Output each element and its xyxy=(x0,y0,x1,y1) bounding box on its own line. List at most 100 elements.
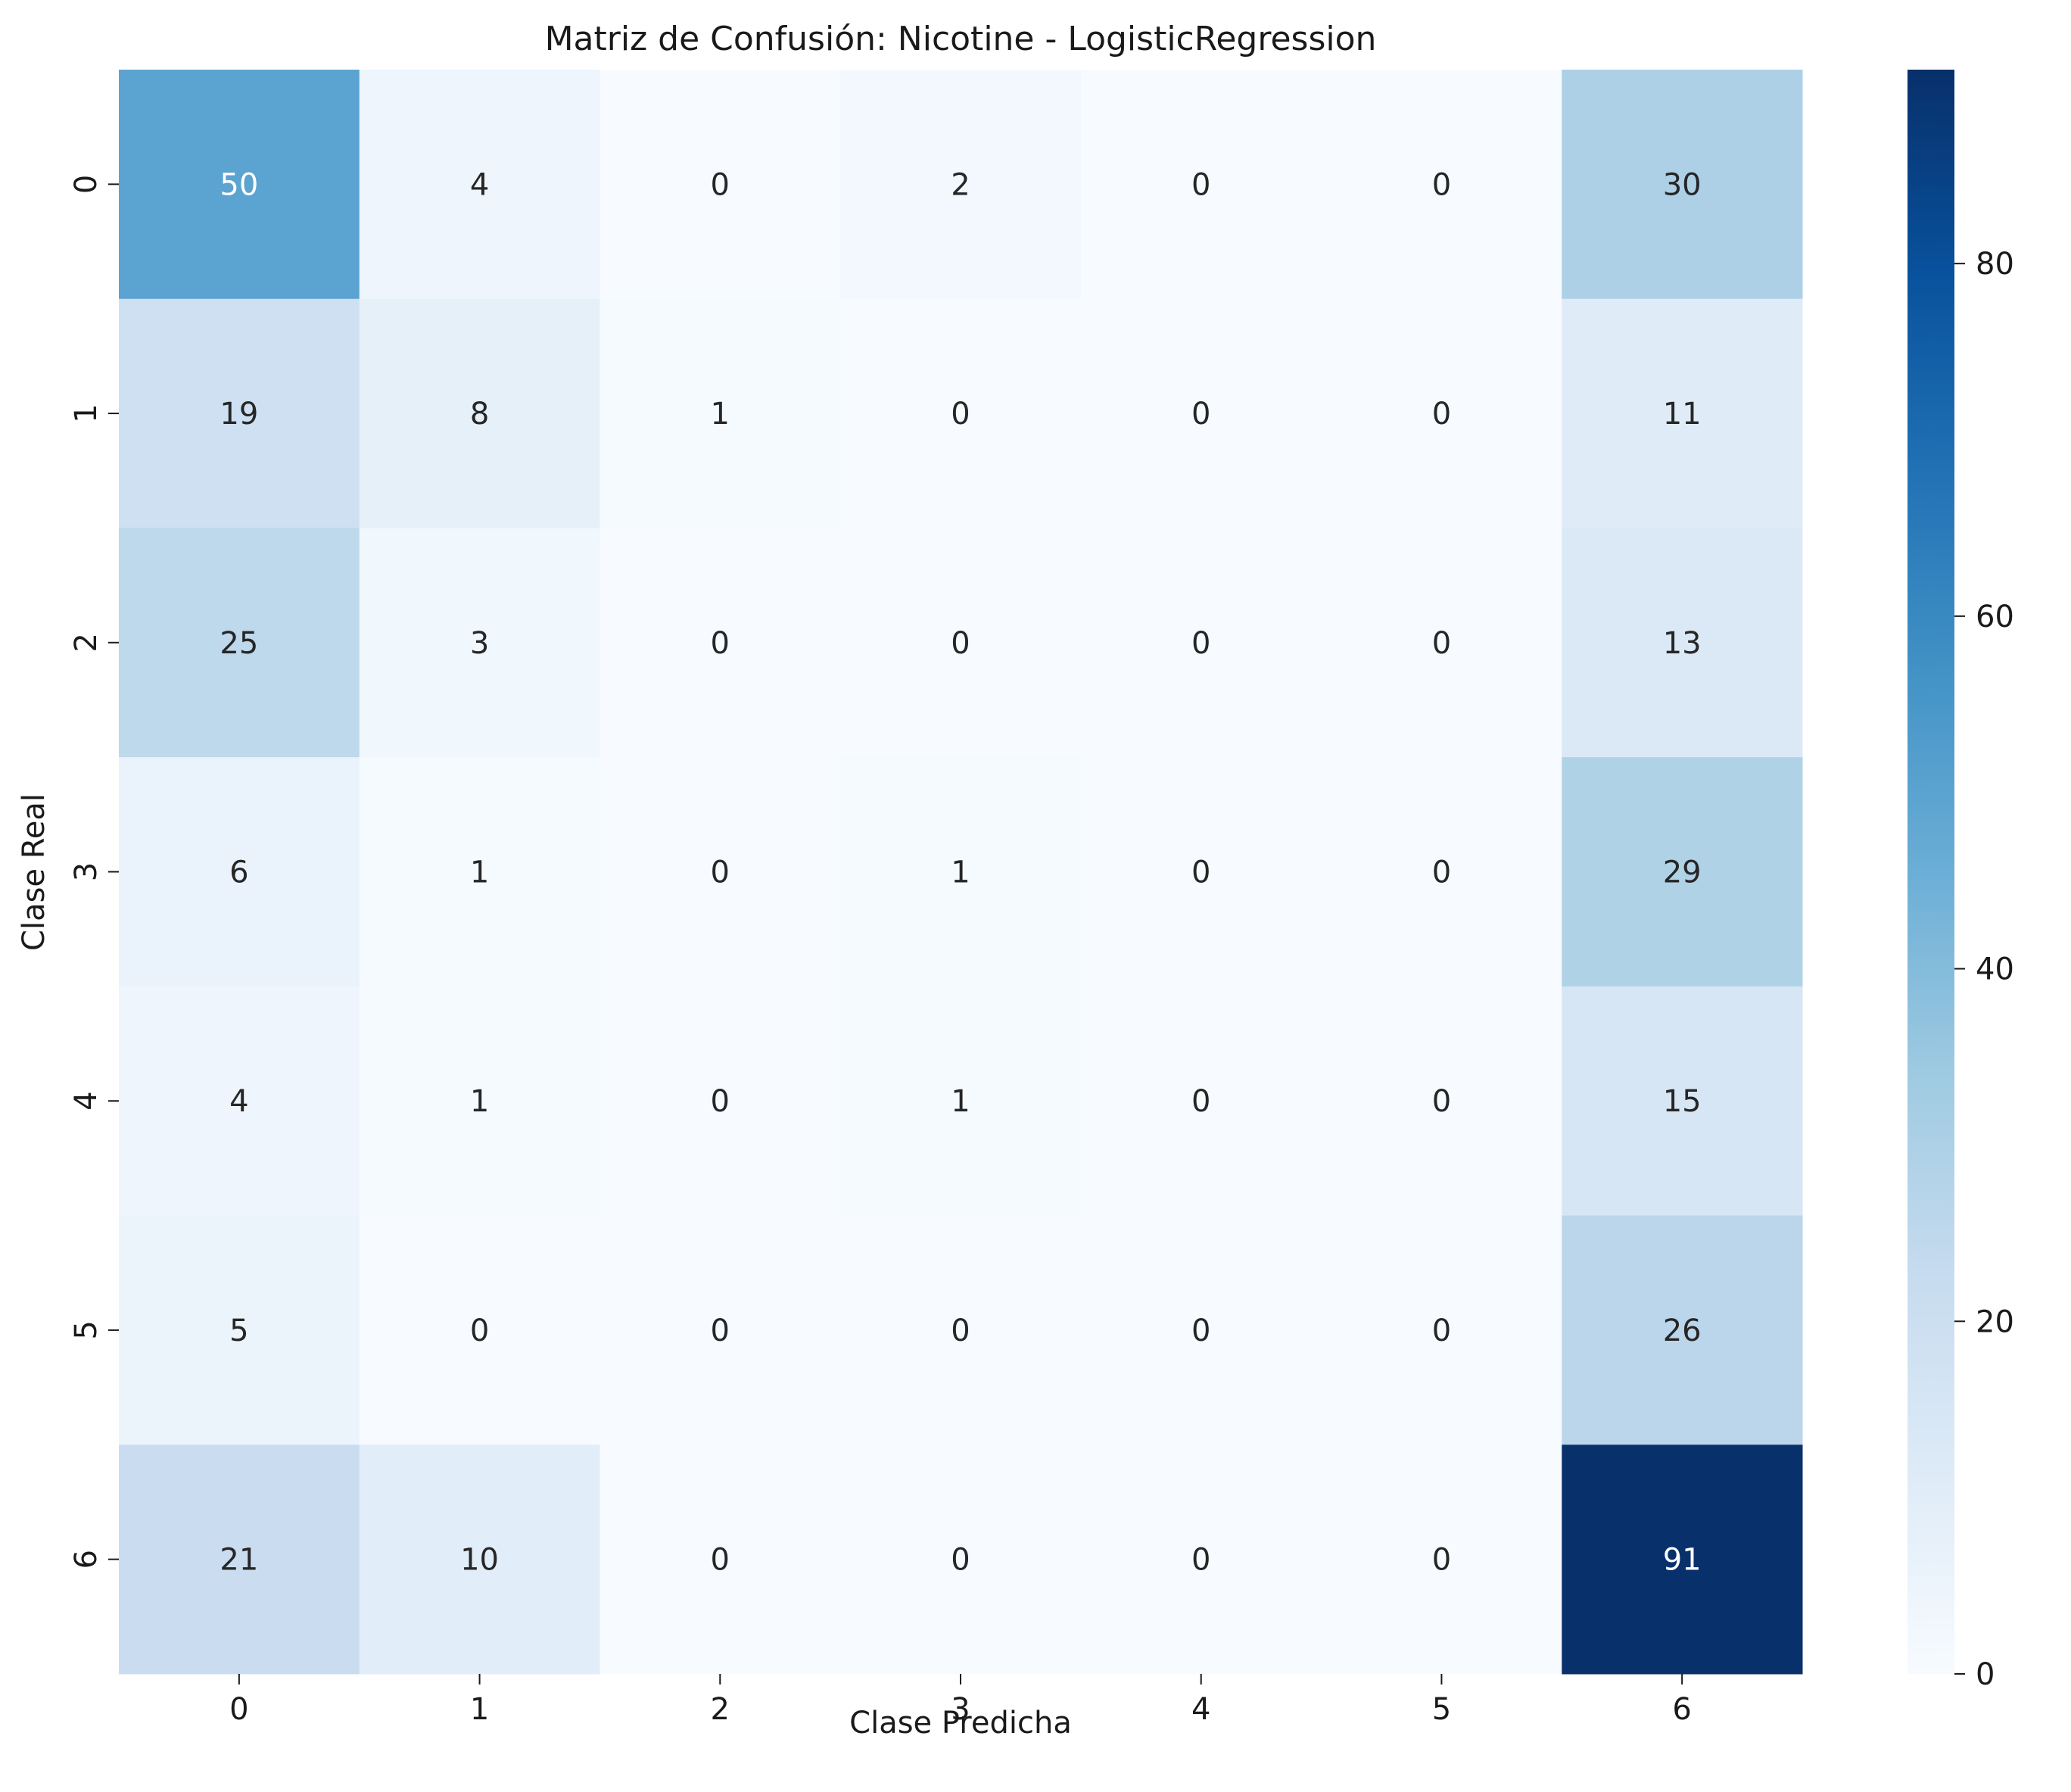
heatmap-cell xyxy=(1562,528,1803,758)
cell-value-label: 10 xyxy=(460,1543,499,1578)
heatmap-cell xyxy=(359,298,600,528)
cell-value-label: 91 xyxy=(1663,1543,1702,1578)
heatmap-cell xyxy=(359,70,600,300)
cell-value-label: 0 xyxy=(1432,626,1451,661)
x-tick-label: 2 xyxy=(711,1692,730,1727)
colorbar-tick-label: 40 xyxy=(1976,952,2014,987)
heatmap-cell xyxy=(600,528,841,758)
y-tick-label: 2 xyxy=(69,633,104,652)
heatmap-cell xyxy=(1562,70,1803,300)
colorbar-tick-label: 20 xyxy=(1976,1304,2014,1339)
heatmap-cell xyxy=(1321,70,1562,300)
heatmap-cell xyxy=(359,1445,600,1675)
heatmap-cell xyxy=(1080,70,1322,300)
x-tick-label: 1 xyxy=(470,1692,489,1727)
cell-value-label: 15 xyxy=(1663,1084,1702,1119)
heatmap-cell xyxy=(119,70,360,300)
heatmap-cell xyxy=(119,986,360,1217)
colorbar-gradient xyxy=(1908,70,1954,1674)
cell-value-label: 1 xyxy=(951,855,970,890)
cell-value-label: 0 xyxy=(1191,855,1210,890)
x-tick-label: 0 xyxy=(229,1692,248,1727)
heatmap-cell xyxy=(1321,757,1562,987)
cell-value-label: 0 xyxy=(711,855,730,890)
cell-value-label: 1 xyxy=(470,855,489,890)
heatmap-cell xyxy=(1080,1215,1322,1445)
cell-value-label: 0 xyxy=(951,397,970,432)
cell-value-label: 30 xyxy=(1663,167,1702,202)
cell-value-label: 0 xyxy=(1432,855,1451,890)
y-tick-label: 5 xyxy=(69,1320,104,1339)
heatmap-cell xyxy=(359,986,600,1217)
cell-value-label: 0 xyxy=(1432,1084,1451,1119)
cell-value-label: 0 xyxy=(1191,1084,1210,1119)
heatmap-cell xyxy=(359,528,600,758)
colorbar-tick-label: 80 xyxy=(1976,247,2014,282)
heatmap-cell xyxy=(1321,1445,1562,1675)
cell-value-label: 13 xyxy=(1663,626,1702,661)
cell-value-label: 29 xyxy=(1663,855,1702,890)
cell-value-label: 0 xyxy=(711,167,730,202)
heatmap-cell xyxy=(119,298,360,528)
cell-value-label: 0 xyxy=(711,1314,730,1348)
heatmap-cell xyxy=(1080,298,1322,528)
heatmap-cells xyxy=(119,70,1803,1675)
cell-value-label: 0 xyxy=(1191,1314,1210,1348)
colorbar-tick-label: 0 xyxy=(1976,1657,1995,1692)
y-tick-label: 0 xyxy=(69,175,104,194)
colorbar: 0 20 40 60 80 xyxy=(1908,70,2014,1692)
heatmap-cell xyxy=(1080,757,1322,987)
heatmap-cell xyxy=(119,528,360,758)
heatmap-cell xyxy=(600,70,841,300)
x-tick-label: 6 xyxy=(1672,1692,1691,1727)
x-tick-label: 4 xyxy=(1191,1692,1210,1727)
heatmap-cell xyxy=(1080,986,1322,1217)
heatmap-cell xyxy=(840,1215,1082,1445)
heatmap-cell xyxy=(600,1215,841,1445)
cell-value-label: 50 xyxy=(220,167,258,202)
heatmap-cell xyxy=(840,528,1082,758)
cell-value-label: 8 xyxy=(470,397,489,432)
cell-value-label: 11 xyxy=(1663,397,1702,432)
heatmap-cell xyxy=(1562,1215,1803,1445)
heatmap-cell xyxy=(119,757,360,987)
heatmap-cell xyxy=(1321,298,1562,528)
heatmap-cell xyxy=(1562,757,1803,987)
heatmap-cell xyxy=(600,757,841,987)
y-tick-label: 6 xyxy=(69,1550,104,1569)
heatmap-cell xyxy=(840,1445,1082,1675)
cell-value-label: 0 xyxy=(951,1543,970,1578)
cell-value-label: 0 xyxy=(470,1314,489,1348)
cell-value-label: 21 xyxy=(220,1543,258,1578)
y-tick-label: 3 xyxy=(69,862,104,881)
heatmap-cell xyxy=(119,1445,360,1675)
cell-value-label: 1 xyxy=(951,1084,970,1119)
x-axis-label: Clase Predicha xyxy=(849,1706,1072,1741)
cell-value-label: 0 xyxy=(711,626,730,661)
cell-value-label: 1 xyxy=(470,1084,489,1119)
heatmap-cell xyxy=(359,1215,600,1445)
cell-value-label: 0 xyxy=(711,1543,730,1578)
heatmap-cell xyxy=(1321,986,1562,1217)
x-tick-label: 5 xyxy=(1432,1692,1451,1727)
cell-value-label: 0 xyxy=(1191,1543,1210,1578)
x-axis: 0 1 2 3 4 5 6 xyxy=(229,1674,1692,1727)
heatmap-cell xyxy=(1080,1445,1322,1675)
cell-value-label: 0 xyxy=(1191,397,1210,432)
heatmap-cell xyxy=(1321,528,1562,758)
cell-value-label: 4 xyxy=(229,1084,248,1119)
y-axis-label: Clase Real xyxy=(17,793,51,951)
heatmap-cell xyxy=(1562,986,1803,1217)
chart-title: Matriz de Confusión: Nicotine - Logistic… xyxy=(545,20,1377,58)
cell-value-label: 0 xyxy=(1432,397,1451,432)
heatmap-cell xyxy=(600,298,841,528)
heatmap-cell xyxy=(840,757,1082,987)
cell-value-label: 0 xyxy=(951,1314,970,1348)
cell-value-label: 6 xyxy=(229,855,248,890)
cell-value-label: 0 xyxy=(1191,167,1210,202)
cell-value-label: 4 xyxy=(470,167,489,202)
colorbar-tick-label: 60 xyxy=(1976,600,2014,634)
heatmap-cell xyxy=(600,986,841,1217)
